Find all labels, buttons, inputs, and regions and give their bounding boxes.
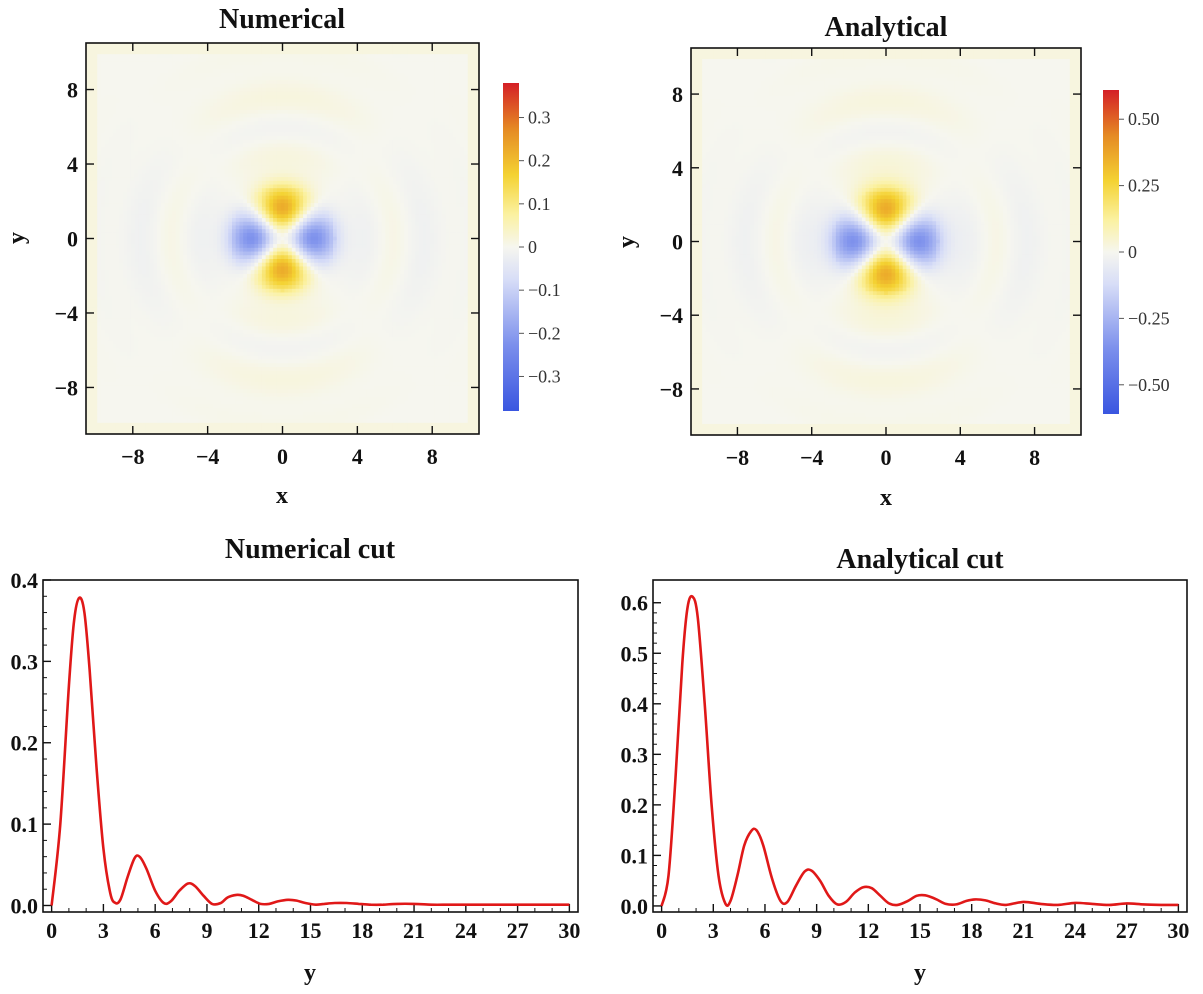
y-tick-label: 4 [67,152,78,177]
x-tick-label: 30 [1167,918,1189,943]
heatmap-analytical-title: Analytical [825,12,948,43]
line-analytical-cut-xlabel: y [914,960,926,986]
y-tick-label: 0.4 [11,568,39,593]
x-tick-label: 9 [201,918,212,943]
line-analytical-cut-ticks: 0 3 6 9 12 15 18 21 24 27 30 0.0 0.1 0.2 0.3 0.4 0.5 0.6 [621,591,1190,943]
y-tick-label: 8 [672,82,683,107]
x-tick-label: 4 [352,444,363,469]
x-tick-label: 18 [351,918,373,943]
y-tick-label: 0.5 [621,641,649,666]
x-tick-label: 30 [558,918,580,943]
line-numerical-cut-frame [42,579,579,913]
colorbar-tick-label: 0.2 [528,151,551,171]
x-tick-label: 24 [455,918,477,943]
x-tick-label: 12 [857,918,879,943]
x-tick-label: 9 [811,918,822,943]
x-tick-label: 12 [248,918,270,943]
x-tick-label: 6 [759,918,770,943]
y-tick-label: 0.4 [621,692,649,717]
y-tick-label: 0.3 [11,649,39,674]
x-tick-label: 8 [1029,445,1040,470]
heatmap-numerical-ylabel: y [4,232,30,244]
y-tick-label: 8 [67,78,78,103]
x-tick-label: −8 [121,444,145,469]
y-tick-label: 0.2 [621,793,649,818]
y-tick-label: −4 [54,301,78,326]
line-numerical-cut-series [50,596,570,907]
heatmap-numerical-colorbar [503,83,519,411]
y-tick-label: 4 [672,156,683,181]
x-tick-label: −8 [726,445,750,470]
y-tick-label: 0.1 [621,843,649,868]
x-tick-label: 21 [403,918,425,943]
x-tick-label: 3 [708,918,719,943]
x-tick-label: 8 [427,444,438,469]
y-tick-label: 0.1 [11,812,39,837]
heatmap-analytical-ylabel: y [614,236,640,248]
x-tick-label: 0 [656,918,667,943]
line-analytical-cut: Analytical cut 0 3 6 9 12 15 18 21 24 27 300.00.10… [621,544,1190,986]
colorbar-tick-label: 0 [528,237,537,257]
y-tick-label: 0.2 [11,731,39,756]
heatmap-numerical-title: Numerical [219,4,345,35]
heatmap-numerical-xlabel: x [276,483,288,509]
y-tick-label: −8 [54,375,78,400]
colorbar-tick-label: 0.1 [528,194,551,214]
heatmap-numerical-colorbar-ticks: 0.3 0.2 0.1 0 −0.1 −0.2 −0.3 [519,108,561,386]
line-analytical-cut-frame [652,579,1188,913]
colorbar-tick-label: 0.25 [1128,176,1160,196]
x-tick-label: −4 [196,444,220,469]
y-tick-label: 0.3 [621,742,649,767]
line-analytical-cut-title: Analytical cut [836,544,1004,575]
line-numerical-cut-xlabel: y [304,960,316,986]
y-tick-label: 0.0 [621,894,649,919]
colorbar-tick-label: −0.50 [1128,375,1170,395]
y-tick-label: 0.6 [621,591,649,616]
colorbar-tick-label: 0.3 [528,108,551,128]
colorbar-tick-label: −0.2 [528,323,561,343]
x-tick-label: 18 [961,918,983,943]
x-tick-label: 27 [507,918,529,943]
heatmap-analytical-field [691,48,1082,436]
x-tick-label: 3 [98,918,109,943]
line-numerical-cut-title: Numerical cut [225,534,396,565]
colorbar-tick-label: −0.1 [528,280,561,300]
colorbar-tick-label: 0 [1128,242,1137,262]
x-tick-label: 27 [1116,918,1138,943]
y-tick-label: −8 [659,377,683,402]
heatmap-analytical-colorbar-ticks: 0.50 0.25 0 −0.25 −0.50 [1119,109,1170,395]
x-tick-label: 0 [881,445,892,470]
x-tick-label: 0 [277,444,288,469]
y-tick-label: −4 [659,303,683,328]
x-tick-label: 24 [1064,918,1086,943]
y-tick-label: 0 [672,230,683,255]
line-analytical-cut-series [660,594,1179,907]
x-tick-label: 0 [46,918,57,943]
colorbar-tick-label: 0.50 [1128,109,1160,129]
line-numerical-cut-ticks: 0 3 6 9 12 15 18 21 24 27 30 0.0 0.1 0.2 0.3 0.4 [11,568,581,943]
x-tick-label: 15 [909,918,931,943]
x-tick-label: 4 [955,445,966,470]
y-tick-label: 0 [67,227,78,252]
heatmap-analytical-xlabel: x [880,485,892,511]
heatmap-numerical-field [86,43,480,435]
y-tick-label: 0.0 [11,893,39,918]
x-tick-label: 21 [1012,918,1034,943]
colorbar-tick-label: −0.3 [528,366,561,386]
colorbar-tick-label: −0.25 [1128,308,1170,328]
heatmap-analytical-ticks: −8 −4 0 4 8 −8 −4 0 4 8 [659,48,1081,470]
x-tick-label: −4 [800,445,824,470]
line-numerical-cut: Numerical cut 0 3 6 9 12 15 18 21 24 27 30 0.0 0.1 0.… [11,534,581,986]
heatmap-analytical-colorbar [1103,90,1119,414]
heatmap-numerical-ticks: −8 −4 0 4 8 −8 −4 0 4 8 [54,43,479,469]
x-tick-label: 6 [150,918,161,943]
x-tick-label: 15 [300,918,322,943]
